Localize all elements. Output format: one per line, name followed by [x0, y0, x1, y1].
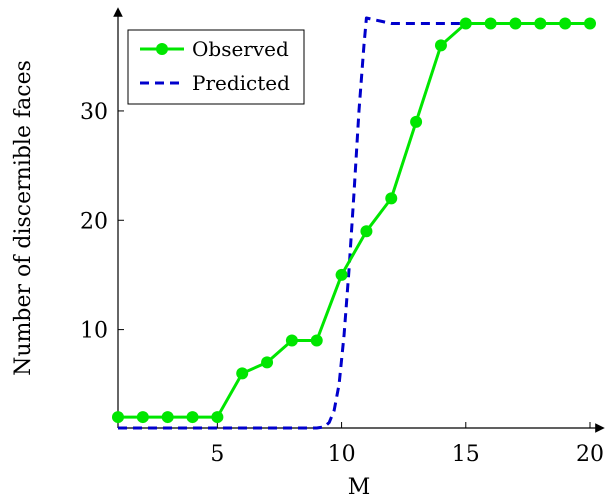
legend-label-observed: Observed — [192, 37, 289, 61]
data-point-observed — [509, 17, 522, 30]
ticks: 5 10 15 20 10 20 30 — [80, 100, 604, 467]
data-point-observed — [310, 334, 323, 347]
data-point-observed — [335, 268, 348, 281]
y-axis-label: Number of discernible faces — [11, 60, 36, 376]
data-point-observed — [136, 411, 149, 424]
y-tick-label: 10 — [80, 319, 108, 344]
data-point-observed — [385, 192, 398, 205]
x-tick-label: 5 — [210, 442, 224, 467]
y-tick-label: 20 — [80, 209, 108, 234]
legend-box — [127, 29, 305, 105]
data-point-observed — [112, 411, 124, 424]
legend: Observed Predicted — [127, 29, 305, 105]
data-point-observed — [434, 39, 447, 52]
legend-entry-predicted: Predicted — [140, 71, 290, 95]
legend-entry-observed: Observed — [140, 37, 289, 61]
legend-marker-observed — [156, 43, 168, 55]
data-point-observed — [534, 17, 547, 30]
data-point-observed — [584, 17, 596, 30]
data-point-observed — [484, 17, 497, 30]
y-tick-label: 30 — [80, 100, 108, 125]
x-tick-label: 20 — [576, 442, 604, 467]
data-point-observed — [285, 334, 298, 347]
data-point-observed — [211, 411, 224, 424]
legend-label-predicted: Predicted — [192, 71, 290, 95]
series-group — [112, 16, 596, 430]
data-point-observed — [261, 356, 274, 369]
data-point-observed — [410, 115, 423, 128]
data-point-observed — [360, 225, 373, 238]
series-line-predicted — [118, 16, 590, 430]
x-tick-label: 15 — [452, 442, 480, 467]
x-axis-label: M — [348, 475, 371, 500]
data-point-observed — [559, 17, 572, 30]
data-point-observed — [161, 411, 174, 424]
data-point-observed — [186, 411, 199, 424]
data-point-observed — [236, 367, 249, 380]
data-point-observed — [459, 17, 472, 30]
x-tick-label: 10 — [328, 442, 356, 467]
